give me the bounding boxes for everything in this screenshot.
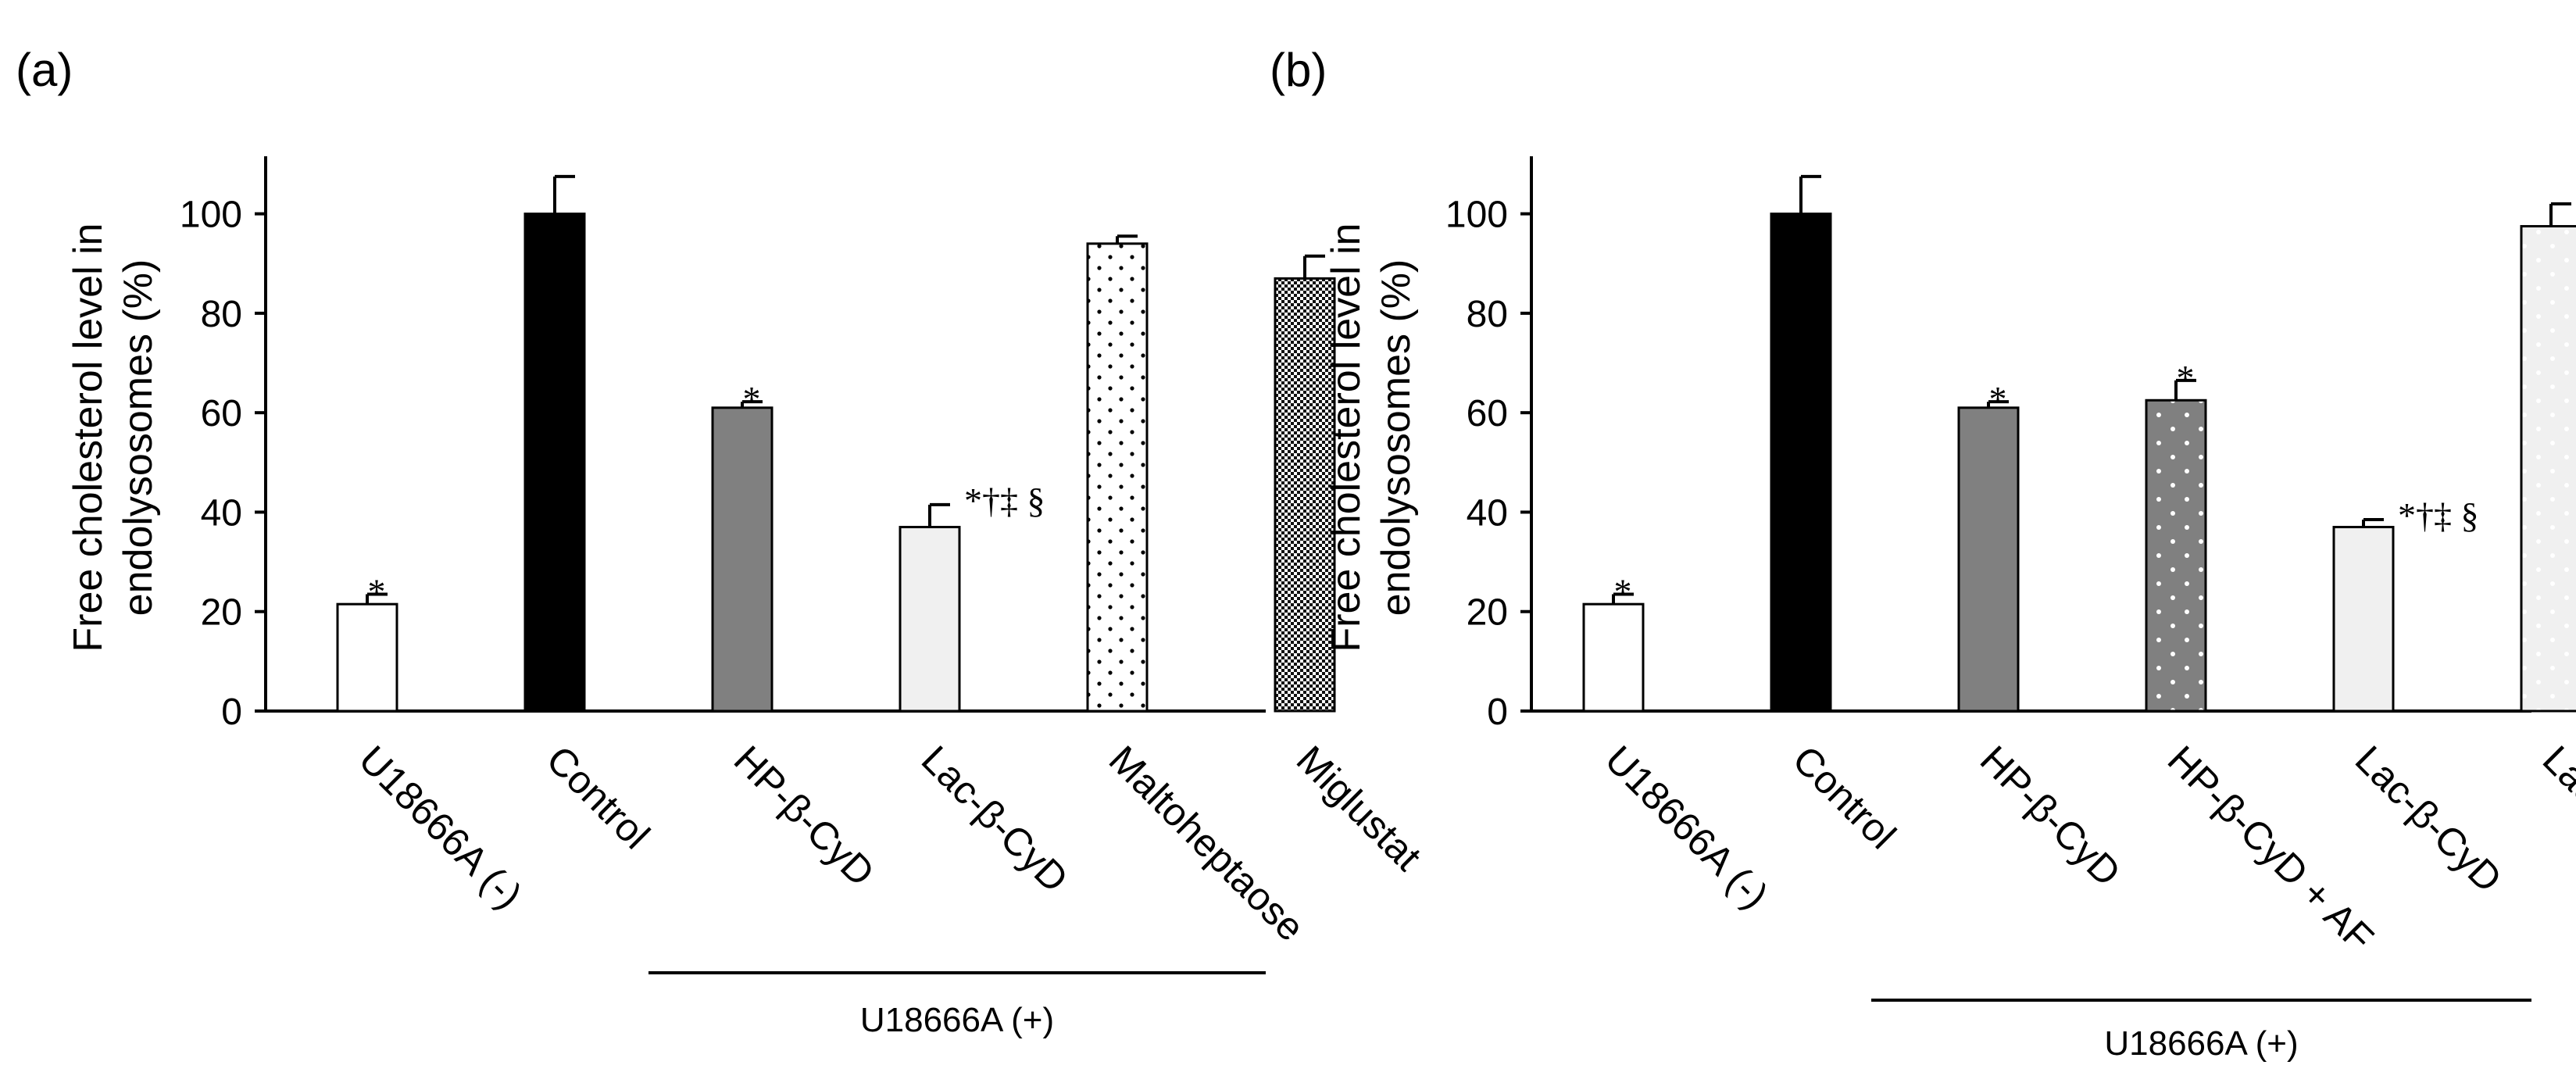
panel-b-significance-marker: *	[1989, 379, 2007, 419]
panel-a-category-label: Lac-β-CyD	[913, 738, 1077, 901]
panel-a-bar	[336, 602, 398, 713]
panel-b-ytick-label: 100	[1445, 195, 1508, 236]
panel-b-category-label: Lac-β-CyD	[2347, 738, 2510, 901]
panel-a-bar	[711, 406, 774, 713]
panel-a-ylabel-line: endolysosomes (%)	[116, 259, 161, 616]
panel-b-bar	[2145, 398, 2207, 713]
panel-b-category-label: U18666A (-)	[1597, 738, 1777, 917]
panel-b-significance-marker: *†‡ §	[2398, 495, 2479, 535]
panel-a-category-label: HP-β-CyD	[726, 738, 883, 895]
panel-a-ytick-label: 100	[180, 195, 242, 236]
panel-b-bar	[1957, 406, 2020, 713]
panel-a-bar	[523, 213, 586, 713]
panel-b-chart: (b) Free cholesterol level in endolysosome…	[1270, 44, 2576, 1063]
panel-a-significance-marker: *	[368, 571, 386, 611]
panel-b-category-label: Control	[1785, 738, 1905, 858]
panel-b-significance-marker: *	[2177, 358, 2195, 398]
panel-b-significance-marker: *	[1614, 571, 1632, 611]
panel-a-label: (a)	[16, 44, 73, 96]
panel-a-category-label: U18666A (-)	[351, 738, 531, 917]
panel-a-group-label: U18666A (+)	[860, 1001, 1054, 1039]
panel-a-category-label: Control	[538, 738, 659, 858]
panel-b-category-label: HP-β-CyD	[1972, 738, 2129, 895]
panel-b-bar	[2332, 526, 2395, 713]
panel-a-category-label: Maltoheptaose	[1101, 738, 1313, 950]
panel-b-ytick-label: 40	[1467, 492, 1508, 534]
panel-a-chart: (a)Free cholesterol level in endolysosome…	[16, 44, 1430, 1039]
panel-a-ytick-label: 80	[201, 294, 242, 335]
panel-a-ytick-label: 0	[221, 692, 242, 733]
panel-a-significance-marker: *	[743, 379, 761, 419]
panel-b-category-label: Lac-β-CyD + AF	[2535, 738, 2576, 967]
panel-b-ylabel-line: Free cholesterol level in	[1324, 223, 1369, 652]
panel-a-ytick-label: 20	[201, 592, 242, 634]
panel-b-category-label: HP-β-CyD + AF	[2160, 738, 2382, 960]
panel-b-ylabel-line: endolysosomes (%)	[1374, 259, 1419, 616]
panel-b-label: (b)	[1270, 44, 1327, 96]
panel-a-ytick-label: 40	[201, 492, 242, 534]
panel-a-bar	[1086, 242, 1149, 713]
panel-a-bar	[899, 526, 961, 713]
panel-b-bar	[1582, 602, 1645, 713]
panel-b-ytick-label: 80	[1467, 294, 1508, 335]
panel-a-category-label: Miglustat	[1288, 738, 1430, 879]
panel-b-group-label: U18666A (+)	[2104, 1024, 2298, 1063]
panel-a-ytick-label: 60	[201, 393, 242, 434]
panel-b-ytick-label: 60	[1467, 393, 1508, 434]
panel-b-bar	[1770, 213, 1832, 713]
panel-b-ytick-label: 20	[1467, 592, 1508, 634]
panel-a-significance-marker: *†‡ §	[964, 481, 1045, 520]
panel-a-ylabel-line: Free cholesterol level in	[66, 223, 111, 652]
panel-b-ytick-label: 0	[1487, 692, 1508, 733]
panel-b-bar	[2520, 225, 2576, 713]
